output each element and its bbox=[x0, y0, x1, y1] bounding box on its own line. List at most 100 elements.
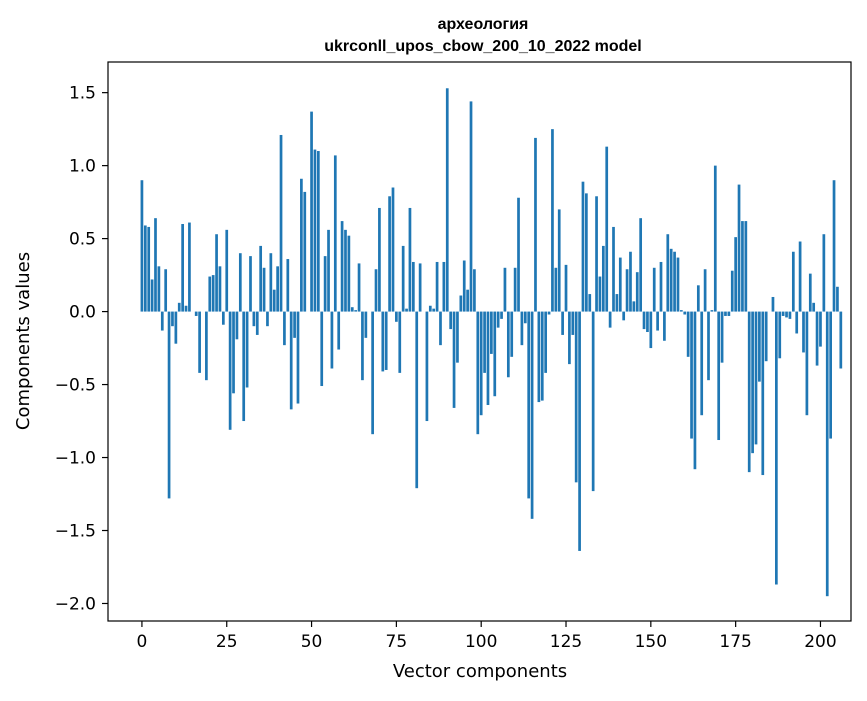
bar-206 bbox=[839, 312, 842, 369]
bar-17 bbox=[198, 312, 201, 373]
bar-40 bbox=[276, 266, 279, 311]
bar-8 bbox=[168, 312, 171, 499]
chart-title-line-2: ukrconll_upos_cbow_200_10_2022 model bbox=[324, 38, 641, 55]
bar-13 bbox=[185, 306, 188, 312]
bar-57 bbox=[334, 155, 337, 311]
y-tick-label: −1.5 bbox=[55, 522, 96, 542]
bar-114 bbox=[527, 312, 530, 499]
bar-2 bbox=[147, 227, 150, 312]
bar-177 bbox=[741, 221, 744, 311]
bar-88 bbox=[439, 312, 442, 346]
bar-52 bbox=[317, 151, 320, 312]
bar-187 bbox=[775, 312, 778, 585]
bar-184 bbox=[765, 312, 768, 362]
bar-158 bbox=[677, 258, 680, 312]
bar-193 bbox=[795, 312, 798, 334]
bar-23 bbox=[219, 266, 222, 311]
bar-12 bbox=[181, 224, 184, 312]
bar-103 bbox=[490, 312, 493, 354]
bar-28 bbox=[236, 312, 239, 340]
chart-title-line-1: археология bbox=[438, 16, 529, 33]
bar-72 bbox=[385, 312, 388, 370]
bar-89 bbox=[443, 262, 446, 312]
bar-117 bbox=[538, 312, 541, 402]
bar-4 bbox=[154, 218, 157, 311]
bar-155 bbox=[666, 234, 669, 311]
y-tick-label: −0.5 bbox=[55, 376, 96, 396]
bar-63 bbox=[354, 310, 357, 311]
bar-48 bbox=[303, 192, 306, 312]
bar-121 bbox=[551, 129, 554, 311]
bar-50 bbox=[310, 112, 313, 312]
bar-71 bbox=[381, 312, 384, 372]
bar-203 bbox=[829, 312, 832, 439]
bar-199 bbox=[816, 312, 819, 366]
bar-186 bbox=[772, 297, 775, 312]
bar-163 bbox=[694, 312, 697, 470]
bar-171 bbox=[721, 312, 724, 363]
bar-104 bbox=[493, 312, 496, 397]
bar-195 bbox=[802, 312, 805, 353]
bar-194 bbox=[799, 242, 802, 312]
bar-132 bbox=[588, 294, 591, 312]
bar-73 bbox=[388, 196, 391, 311]
y-tick-label: −2.0 bbox=[55, 594, 96, 614]
y-axis-label: Components values bbox=[13, 252, 34, 430]
x-tick-label: 200 bbox=[804, 632, 836, 652]
bar-51 bbox=[314, 150, 317, 312]
bar-173 bbox=[728, 312, 731, 316]
bar-131 bbox=[585, 193, 588, 311]
bar-189 bbox=[782, 312, 785, 316]
bar-159 bbox=[680, 310, 683, 311]
bar-149 bbox=[646, 312, 649, 332]
bar-96 bbox=[466, 290, 469, 312]
bar-112 bbox=[521, 312, 524, 346]
bar-54 bbox=[324, 256, 327, 311]
bar-197 bbox=[809, 274, 812, 312]
bar-125 bbox=[565, 265, 568, 312]
bar-145 bbox=[633, 301, 636, 311]
bar-164 bbox=[697, 285, 700, 311]
bar-144 bbox=[629, 252, 632, 312]
bar-182 bbox=[758, 312, 761, 382]
bar-69 bbox=[375, 269, 378, 311]
x-tick-label: 100 bbox=[465, 632, 497, 652]
bar-139 bbox=[612, 227, 615, 312]
bar-60 bbox=[344, 230, 347, 312]
bar-146 bbox=[636, 272, 639, 311]
bar-39 bbox=[273, 290, 276, 312]
bar-99 bbox=[476, 312, 479, 435]
bar-128 bbox=[575, 312, 578, 483]
bar-142 bbox=[622, 312, 625, 321]
bar-134 bbox=[595, 196, 598, 311]
bar-138 bbox=[609, 312, 612, 328]
bar-59 bbox=[341, 221, 344, 311]
y-tick-label: 1.5 bbox=[69, 84, 96, 104]
bar-16 bbox=[195, 312, 198, 316]
x-tick-label: 25 bbox=[216, 632, 238, 652]
bar-178 bbox=[744, 221, 747, 311]
bar-64 bbox=[358, 263, 361, 311]
bar-118 bbox=[541, 312, 544, 401]
bar-7 bbox=[164, 269, 167, 311]
bar-30 bbox=[242, 312, 245, 421]
bar-92 bbox=[453, 312, 456, 408]
x-tick-label: 175 bbox=[719, 632, 751, 652]
bar-135 bbox=[599, 277, 602, 312]
bar-123 bbox=[558, 209, 561, 311]
bar-86 bbox=[432, 309, 435, 312]
bar-11 bbox=[178, 303, 181, 312]
bar-91 bbox=[449, 312, 452, 330]
bar-133 bbox=[592, 312, 595, 492]
bar-79 bbox=[409, 208, 412, 312]
bar-58 bbox=[337, 312, 340, 350]
bar-151 bbox=[653, 268, 656, 312]
bar-127 bbox=[571, 312, 574, 335]
bar-97 bbox=[470, 101, 473, 311]
x-axis-label: Vector components bbox=[393, 661, 567, 682]
bar-53 bbox=[320, 312, 323, 386]
bar-110 bbox=[514, 268, 517, 312]
bar-119 bbox=[544, 312, 547, 373]
